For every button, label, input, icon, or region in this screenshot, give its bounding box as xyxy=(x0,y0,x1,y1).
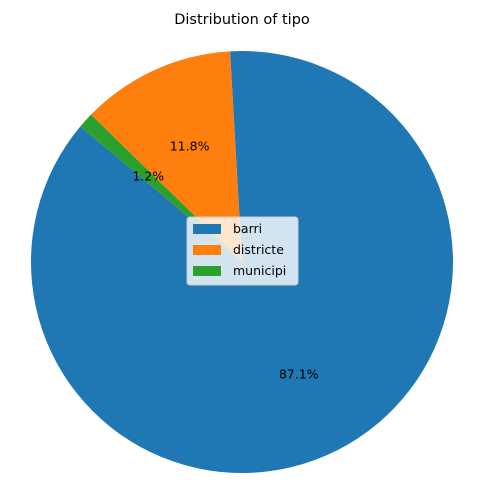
legend-label-municipi: municipi xyxy=(233,263,286,278)
percent-label-districte: 11.8% xyxy=(170,138,210,153)
legend-label-districte: districte xyxy=(233,242,284,257)
legend: barri districte municipi xyxy=(186,216,299,286)
legend-swatch-districte xyxy=(193,245,221,255)
chart-title: Distribution of tipo xyxy=(174,12,310,28)
pie-slice-districte xyxy=(91,51,242,263)
percent-label-municipi: 1.2% xyxy=(132,169,164,184)
legend-swatch-municipi xyxy=(193,266,221,276)
legend-label-barri: barri xyxy=(233,221,262,236)
pie-percent-labels: 87.1% 11.8% 1.2% xyxy=(132,138,318,381)
percent-label-barri: 87.1% xyxy=(279,367,319,382)
legend-swatch-barri xyxy=(193,224,221,234)
